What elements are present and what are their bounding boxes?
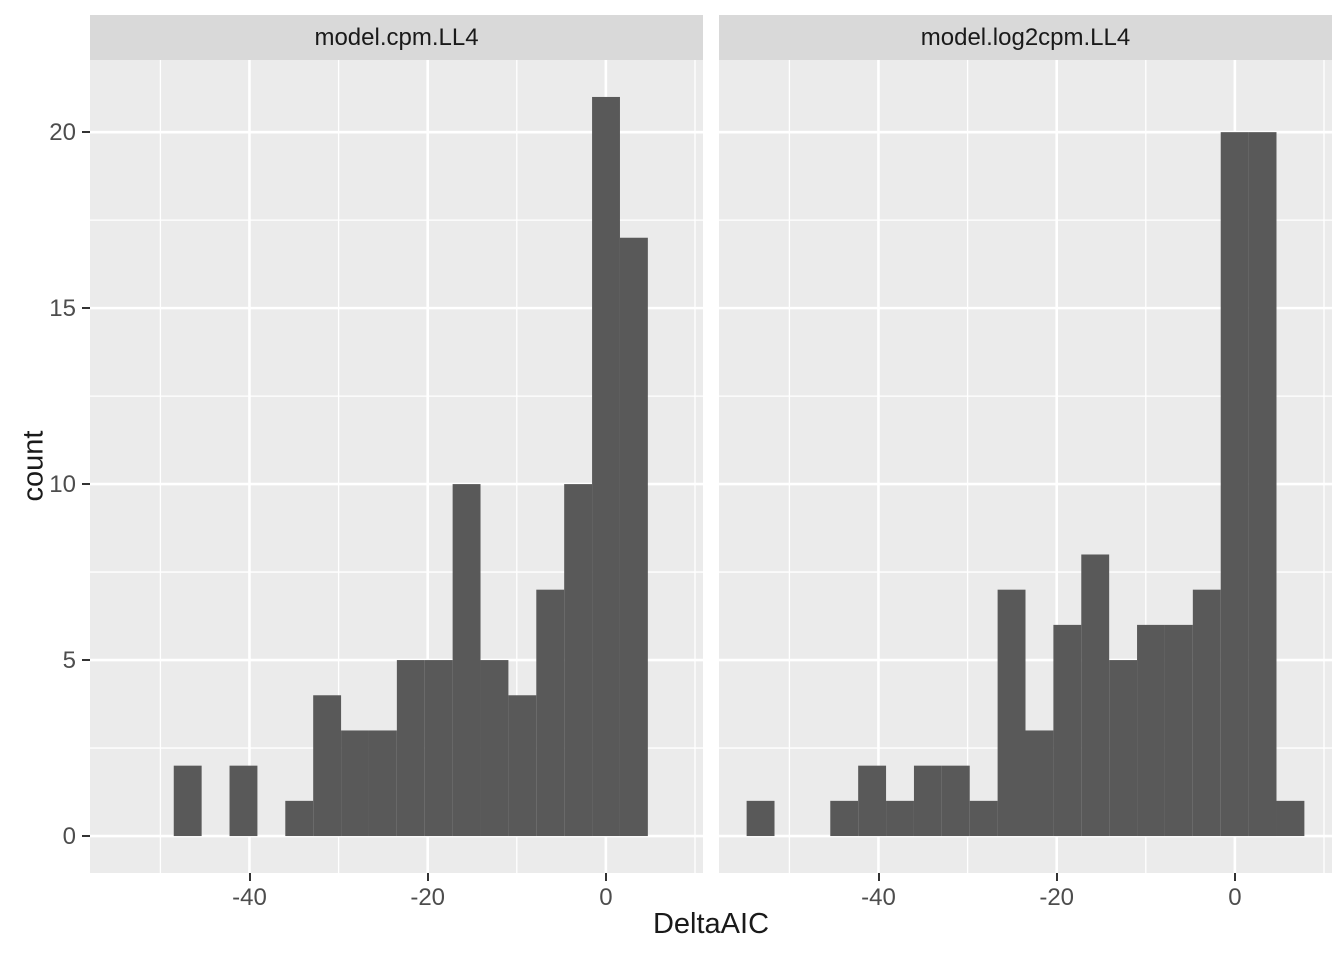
- x-tick-label: -20: [1039, 884, 1075, 911]
- x-tick-mark: [877, 873, 880, 881]
- panel-svg: [90, 60, 703, 873]
- facet-strip-label-right: model.log2cpm.LL4: [920, 23, 1131, 51]
- histogram-bar: [396, 660, 425, 837]
- x-tick-mark: [1233, 873, 1236, 881]
- x-tick-label: -20: [410, 884, 446, 911]
- histogram-bar: [1081, 554, 1110, 837]
- facet-strip-left: model.cpm.LL4: [90, 15, 703, 60]
- y-tick-label: 5: [62, 647, 76, 675]
- y-tick-mark: [82, 131, 90, 134]
- y-tick-label: 0: [62, 823, 76, 850]
- histogram-bar: [969, 800, 998, 837]
- x-tick-label: 0: [599, 884, 613, 911]
- y-tick-mark: [82, 307, 90, 310]
- facet-strip-right: model.log2cpm.LL4: [719, 15, 1332, 60]
- histogram-bar: [1164, 624, 1193, 837]
- histogram-bar: [1137, 624, 1165, 837]
- histogram-bar: [746, 800, 775, 837]
- y-tick-label: 20: [49, 119, 76, 147]
- histogram-bar: [592, 96, 620, 837]
- x-axis-title: DeltaAIC: [652, 908, 770, 940]
- histogram-bar: [564, 484, 593, 837]
- x-tick-mark: [1055, 873, 1058, 881]
- histogram-bar: [480, 660, 509, 837]
- y-tick-label: 15: [49, 295, 76, 323]
- histogram-bar: [424, 660, 453, 837]
- histogram-bar: [285, 800, 314, 837]
- histogram-bar: [536, 589, 565, 837]
- panel-plot-area-left: [90, 60, 703, 873]
- histogram-bar: [858, 765, 887, 837]
- histogram-bar: [1109, 660, 1138, 837]
- x-tick-label: -40: [232, 884, 267, 911]
- histogram-bar: [1220, 132, 1249, 837]
- histogram-bar: [830, 800, 859, 837]
- facet-strip-label-left: model.cpm.LL4: [314, 23, 479, 51]
- histogram-bar: [508, 695, 537, 837]
- histogram-bar: [913, 765, 942, 837]
- histogram-bar: [886, 800, 914, 837]
- panel-svg: [719, 60, 1332, 873]
- histogram-bar: [229, 765, 258, 837]
- histogram-bar: [173, 765, 202, 837]
- histogram-bar: [313, 695, 342, 837]
- x-tick-mark: [604, 873, 607, 881]
- y-tick-mark: [82, 835, 90, 837]
- histogram-bar: [619, 237, 648, 837]
- histogram-bar: [452, 484, 481, 837]
- histogram-bar: [997, 589, 1026, 837]
- histogram-bar: [368, 730, 397, 837]
- y-tick-mark: [82, 659, 90, 662]
- panel-plot-area-right: [719, 60, 1332, 873]
- x-tick-mark: [426, 873, 429, 881]
- y-tick-label: 10: [49, 471, 76, 499]
- histogram-bar: [1025, 730, 1054, 837]
- histogram-bar: [1053, 624, 1082, 837]
- histogram-bar: [941, 765, 970, 837]
- histogram-bar: [341, 730, 369, 837]
- x-tick-label: -40: [861, 884, 896, 911]
- histogram-bar: [1276, 800, 1305, 837]
- x-tick-label: 0: [1228, 884, 1242, 911]
- histogram-bar: [1192, 589, 1221, 837]
- x-tick-mark: [248, 873, 251, 881]
- y-tick-mark: [82, 483, 90, 486]
- histogram-bar: [1248, 132, 1277, 837]
